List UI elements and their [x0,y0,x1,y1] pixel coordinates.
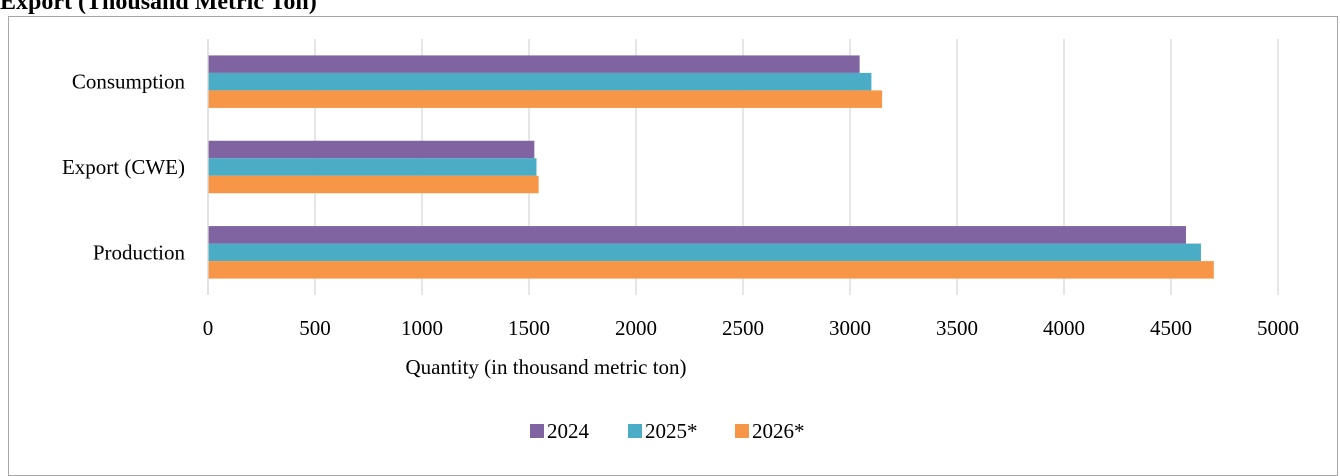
x-tick-label: 3500 [936,316,978,340]
x-tick-label: 4500 [1150,316,1192,340]
bar-2025-consumption [208,72,872,91]
x-tick-label: 500 [299,316,331,340]
bar-2024-consumption [208,55,860,73]
legend: 2024 2025* 2026* [530,419,805,443]
legend-swatch [735,424,749,438]
x-tick-label: 1000 [401,316,443,340]
x-tick-label: 3000 [829,316,871,340]
bar-2025-export-cwe [208,158,537,176]
x-tick-label: 2000 [615,316,657,340]
legend-swatch [530,424,544,438]
x-tick-label: 4000 [1043,316,1085,340]
axes: 0 500 1000 1500 2000 2500 3000 3500 4000 4500 5000… [62,39,1299,340]
category-label: Production [93,240,186,264]
bar-2024-production [208,226,1186,244]
bars [208,55,1214,279]
bar-2026-export-cwe [208,175,539,194]
bar-2025-production [208,243,1201,262]
x-tick-label: 2500 [722,316,764,340]
x-tick-label: 5000 [1257,316,1299,340]
x-tick-label: 1500 [508,316,550,340]
page-title: Export (Thousand Metric Ton) [0,0,317,15]
legend-label: 2024 [547,419,590,443]
bar-2024-export-cwe [208,140,535,159]
bar-2026-production [208,261,1214,279]
x-axis-title: Quantity (in thousand metric ton) [405,355,686,379]
legend-swatch [628,424,642,438]
category-label: Export (CWE) [62,155,185,179]
bar-2026-consumption [208,90,883,108]
bar-chart: 0 500 1000 1500 2000 2500 3000 3500 4000 4500 5000… [62,39,1299,443]
chart-frame: 0 500 1000 1500 2000 2500 3000 3500 4000 4500 5000… [8,16,1338,476]
x-tick-label: 0 [203,316,214,340]
category-label: Consumption [72,70,186,94]
legend-label: 2026* [752,419,805,443]
legend-label: 2025* [645,419,698,443]
